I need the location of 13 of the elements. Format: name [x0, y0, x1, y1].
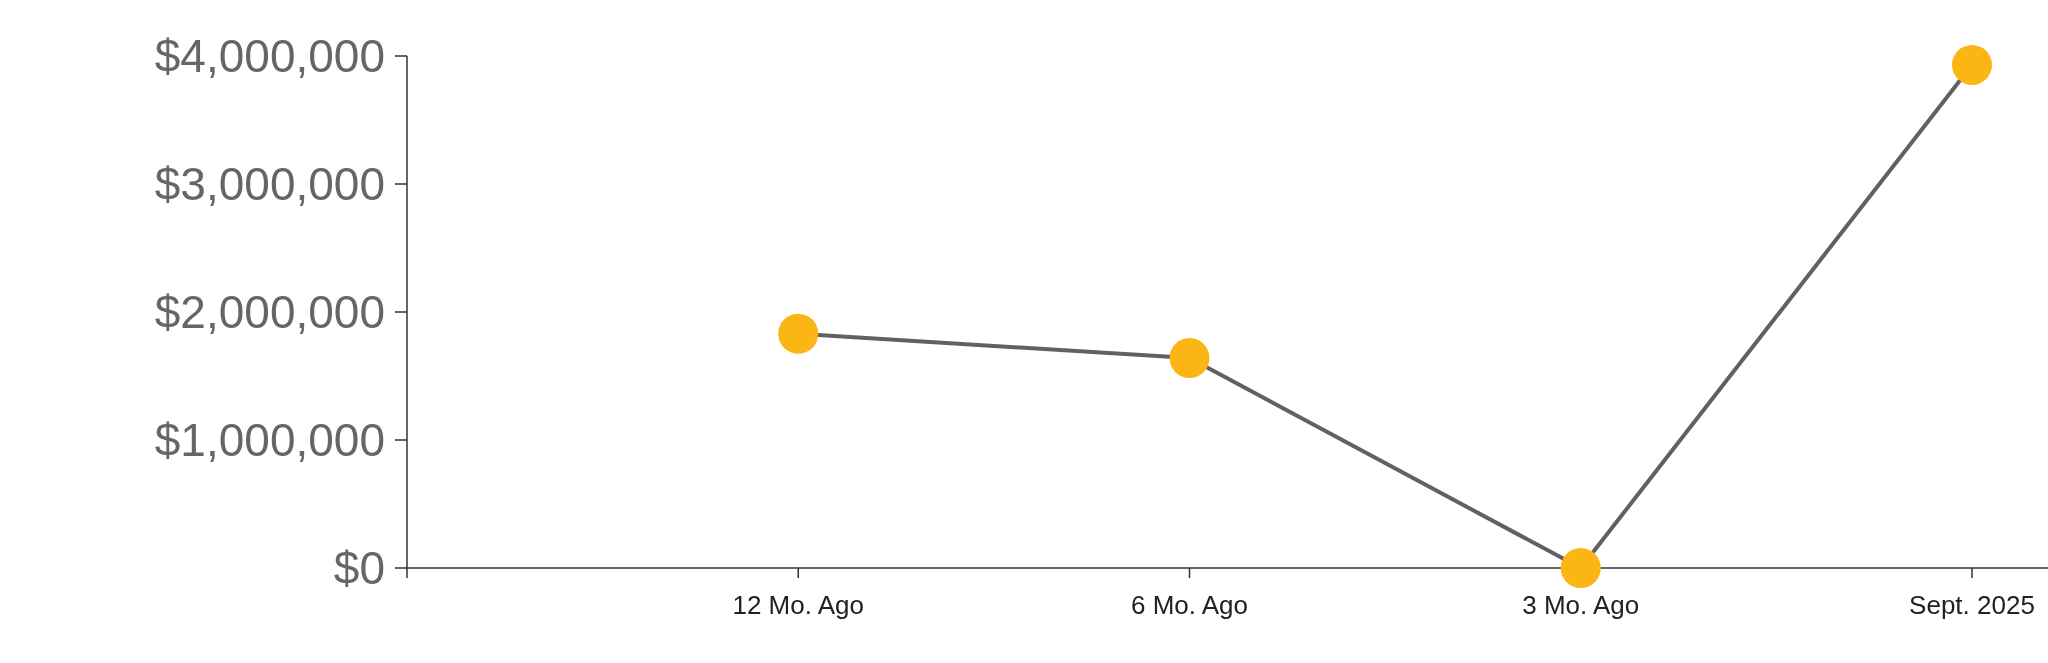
- y-tick-label: $4,000,000: [154, 30, 385, 83]
- point: [1560, 548, 1601, 588]
- y-tick-label: $0: [333, 542, 385, 595]
- point: [778, 313, 819, 354]
- y-tick-label: $2,000,000: [154, 286, 385, 339]
- x-tick-label: 3 Mo. Ago: [1522, 590, 1640, 620]
- y-tick-label: $3,000,000: [154, 158, 385, 211]
- y-tick-label: $1,000,000: [154, 414, 385, 467]
- point: [1952, 44, 1992, 85]
- point: [1169, 338, 1210, 379]
- x-tick-label: Sept. 2025: [1909, 590, 2035, 620]
- x-tick-label: 6 Mo. Ago: [1130, 590, 1249, 620]
- x-tick-label: 12 Mo. Ago: [732, 590, 865, 620]
